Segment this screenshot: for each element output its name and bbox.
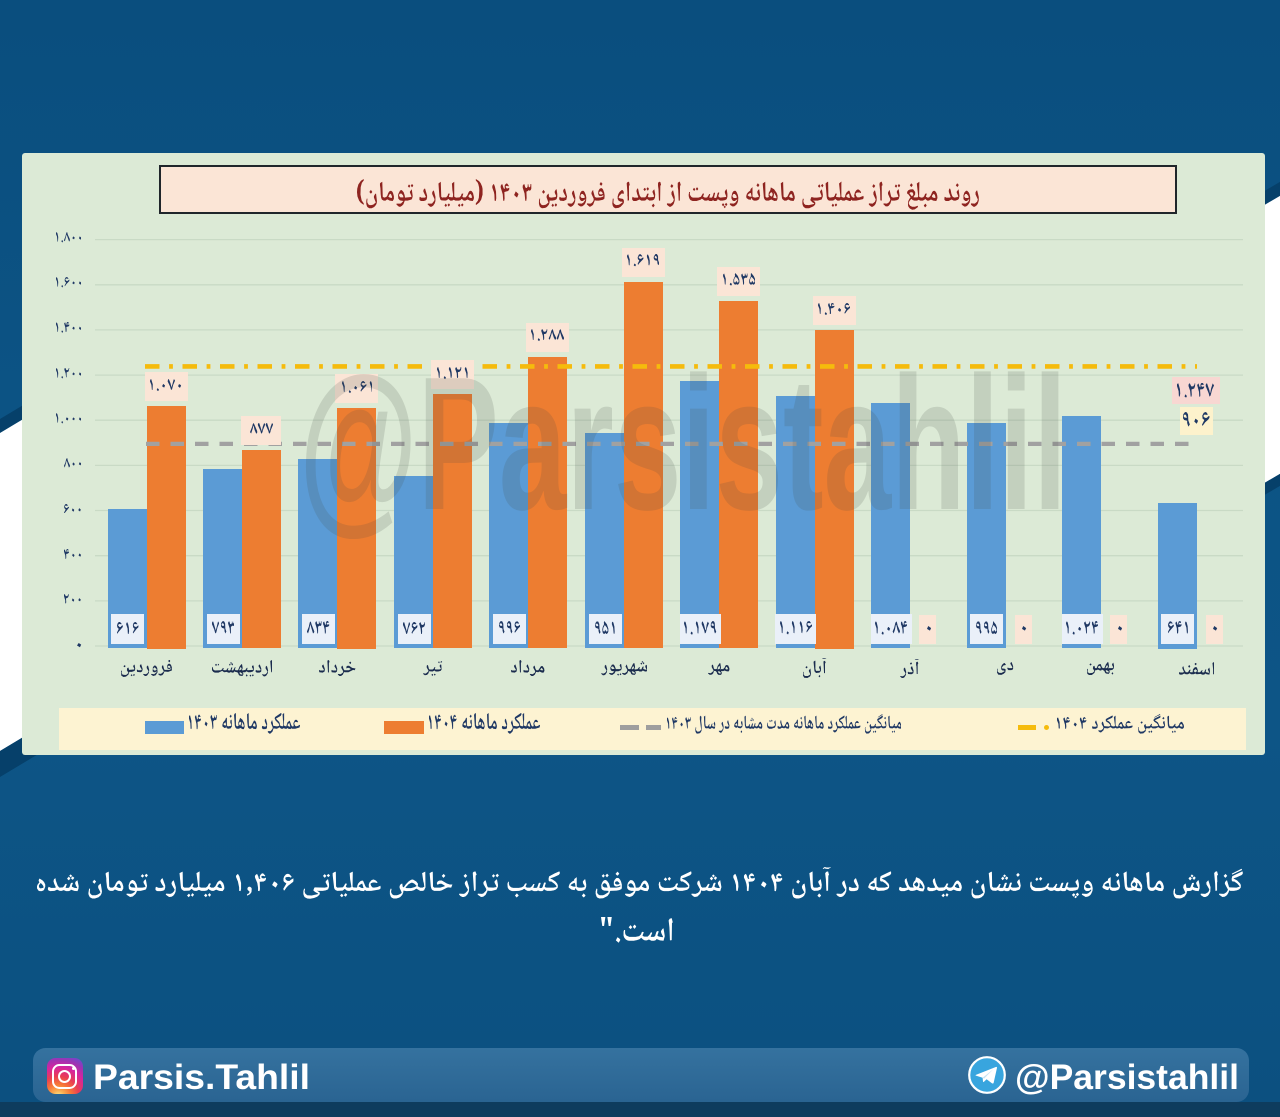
svg-text:Parsis.Tahlil: Parsis.Tahlil xyxy=(93,1058,310,1097)
svg-text:@Parsistahlil: @Parsistahlil xyxy=(1015,1058,1239,1097)
svg-text:@Parsistahlil: @Parsistahlil xyxy=(299,338,1067,550)
